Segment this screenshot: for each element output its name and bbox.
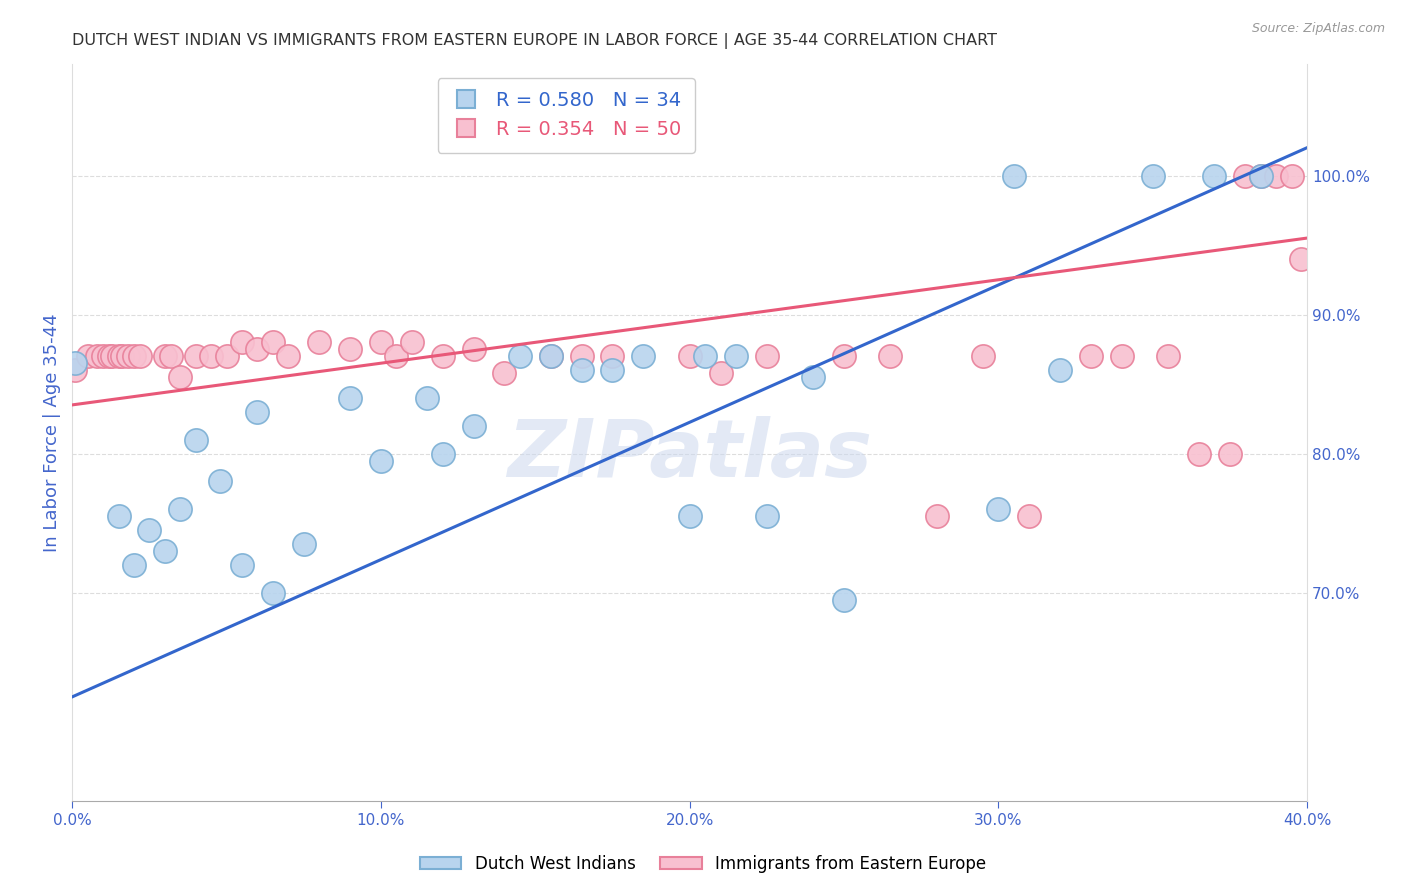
- Point: [1157, 349, 1180, 363]
- Point: [122, 558, 145, 572]
- Point: [432, 446, 454, 460]
- Point: [1002, 169, 1025, 183]
- Point: [494, 366, 516, 380]
- Point: [1204, 169, 1226, 183]
- Point: [879, 349, 901, 363]
- Point: [122, 349, 145, 363]
- Point: [76, 349, 98, 363]
- Point: [107, 349, 129, 363]
- Point: [246, 405, 269, 419]
- Point: [370, 335, 392, 350]
- Point: [262, 585, 284, 599]
- Point: [231, 335, 253, 350]
- Point: [231, 558, 253, 572]
- Point: [153, 544, 176, 558]
- Text: DUTCH WEST INDIAN VS IMMIGRANTS FROM EASTERN EUROPE IN LABOR FORCE | AGE 35-44 C: DUTCH WEST INDIAN VS IMMIGRANTS FROM EAS…: [72, 33, 997, 49]
- Point: [1289, 252, 1312, 266]
- Point: [602, 363, 624, 377]
- Point: [678, 349, 700, 363]
- Point: [1188, 446, 1211, 460]
- Point: [107, 509, 129, 524]
- Point: [1142, 169, 1164, 183]
- Point: [65, 363, 87, 377]
- Point: [987, 502, 1010, 516]
- Point: [571, 349, 593, 363]
- Point: [755, 349, 778, 363]
- Point: [153, 349, 176, 363]
- Point: [101, 349, 124, 363]
- Point: [602, 349, 624, 363]
- Point: [1219, 446, 1241, 460]
- Point: [169, 370, 191, 384]
- Point: [262, 335, 284, 350]
- Point: [277, 349, 299, 363]
- Point: [1018, 509, 1040, 524]
- Point: [540, 349, 562, 363]
- Point: [339, 391, 361, 405]
- Text: Source: ZipAtlas.com: Source: ZipAtlas.com: [1251, 22, 1385, 36]
- Point: [200, 349, 222, 363]
- Point: [91, 349, 114, 363]
- Point: [709, 366, 731, 380]
- Point: [633, 349, 655, 363]
- Point: [801, 370, 824, 384]
- Point: [1250, 169, 1272, 183]
- Point: [209, 475, 232, 489]
- Point: [111, 349, 134, 363]
- Point: [246, 343, 269, 357]
- Point: [416, 391, 439, 405]
- Point: [169, 502, 191, 516]
- Point: [463, 343, 485, 357]
- Legend: Dutch West Indians, Immigrants from Eastern Europe: Dutch West Indians, Immigrants from East…: [413, 848, 993, 880]
- Point: [370, 453, 392, 467]
- Point: [117, 349, 139, 363]
- Point: [215, 349, 238, 363]
- Point: [571, 363, 593, 377]
- Point: [401, 335, 423, 350]
- Y-axis label: In Labor Force | Age 35-44: In Labor Force | Age 35-44: [44, 313, 60, 552]
- Point: [693, 349, 716, 363]
- Point: [129, 349, 152, 363]
- Legend: R = 0.580   N = 34, R = 0.354   N = 50: R = 0.580 N = 34, R = 0.354 N = 50: [437, 78, 695, 153]
- Point: [463, 418, 485, 433]
- Point: [1250, 169, 1272, 183]
- Point: [1281, 169, 1303, 183]
- Text: ZIPatlas: ZIPatlas: [508, 416, 872, 494]
- Point: [138, 523, 160, 537]
- Point: [724, 349, 747, 363]
- Point: [160, 349, 183, 363]
- Point: [972, 349, 994, 363]
- Point: [1265, 169, 1288, 183]
- Point: [308, 335, 330, 350]
- Point: [86, 349, 108, 363]
- Point: [1080, 349, 1102, 363]
- Point: [184, 433, 207, 447]
- Point: [755, 509, 778, 524]
- Point: [540, 349, 562, 363]
- Point: [184, 349, 207, 363]
- Point: [1111, 349, 1133, 363]
- Point: [98, 349, 121, 363]
- Point: [832, 349, 855, 363]
- Point: [292, 537, 315, 551]
- Point: [1049, 363, 1071, 377]
- Point: [432, 349, 454, 363]
- Point: [65, 356, 87, 370]
- Point: [385, 349, 408, 363]
- Point: [925, 509, 948, 524]
- Point: [339, 343, 361, 357]
- Point: [678, 509, 700, 524]
- Point: [832, 592, 855, 607]
- Point: [1234, 169, 1257, 183]
- Point: [509, 349, 531, 363]
